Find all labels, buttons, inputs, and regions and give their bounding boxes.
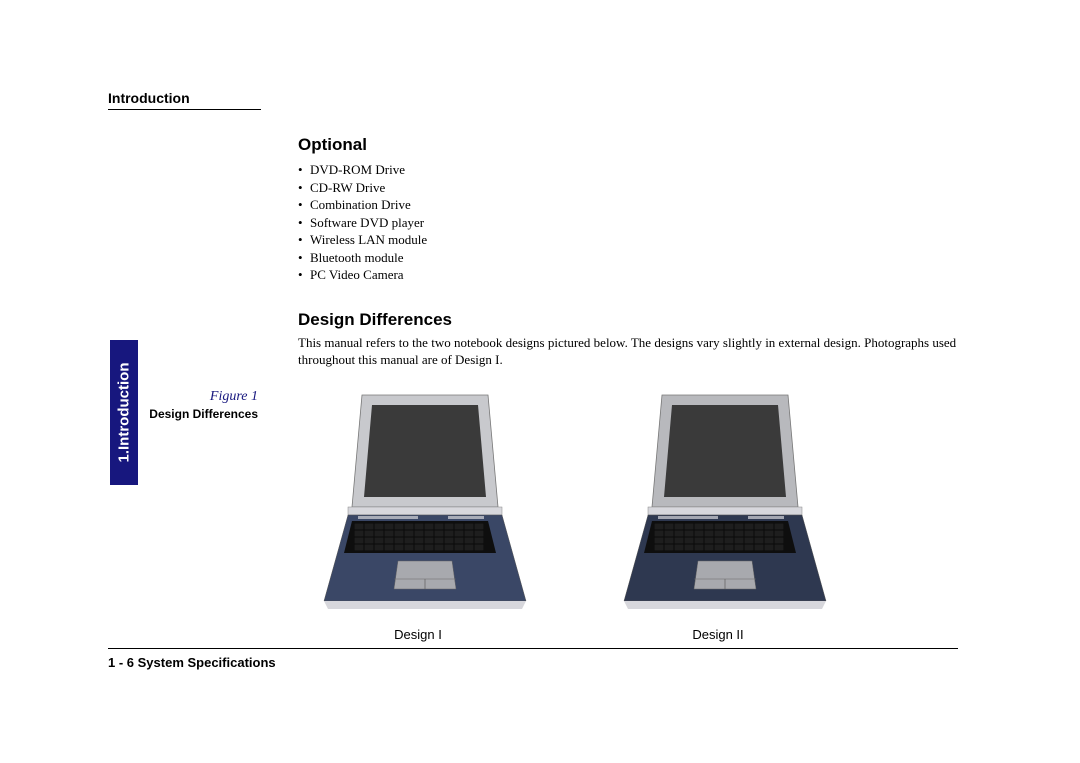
bullet-item: •CD-RW Drive [298, 179, 958, 197]
bullet-dot: • [298, 266, 310, 284]
page-footer: 1 - 6 System Specifications [108, 655, 958, 670]
laptop-figure: Design I [298, 389, 538, 642]
section-header: Introduction [108, 90, 958, 106]
bullet-item: •PC Video Camera [298, 266, 958, 284]
figure-block: Figure 1 Design Differences Design I [108, 389, 958, 642]
design-diff-heading: Design Differences [298, 310, 958, 330]
laptop-illustration [598, 389, 838, 619]
laptop-figure: Design II [598, 389, 838, 642]
design-label: Design II [692, 627, 743, 642]
bullet-dot: • [298, 179, 310, 197]
bullet-item: •Wireless LAN module [298, 231, 958, 249]
bullet-text: PC Video Camera [310, 266, 404, 284]
figure-images: Design I Design II [298, 389, 958, 642]
bullet-text: Combination Drive [310, 196, 411, 214]
laptop-illustration [298, 389, 538, 619]
bullet-item: •DVD-ROM Drive [298, 161, 958, 179]
bullet-item: •Combination Drive [298, 196, 958, 214]
bullet-dot: • [298, 214, 310, 232]
page: Introduction Optional •DVD-ROM Drive•CD-… [108, 90, 958, 670]
bullet-item: •Software DVD player [298, 214, 958, 232]
figure-caption: Design Differences [108, 407, 258, 421]
bullet-dot: • [298, 161, 310, 179]
design-label: Design I [394, 627, 442, 642]
bullet-item: •Bluetooth module [298, 249, 958, 267]
footer-rule [108, 648, 958, 649]
bullet-dot: • [298, 249, 310, 267]
bullet-dot: • [298, 231, 310, 249]
optional-heading: Optional [298, 135, 958, 155]
header-rule [108, 109, 261, 110]
figure-caption-column: Figure 1 Design Differences [108, 389, 298, 642]
bullet-dot: • [298, 196, 310, 214]
bullet-text: Wireless LAN module [310, 231, 427, 249]
figure-label: Figure 1 [108, 389, 258, 405]
bullet-text: Software DVD player [310, 214, 424, 232]
bullet-text: Bluetooth module [310, 249, 404, 267]
design-diff-body: This manual refers to the two notebook d… [298, 334, 958, 369]
content-area: Optional •DVD-ROM Drive•CD-RW Drive•Comb… [108, 135, 958, 369]
bullet-text: DVD-ROM Drive [310, 161, 405, 179]
bullet-text: CD-RW Drive [310, 179, 385, 197]
optional-list: •DVD-ROM Drive•CD-RW Drive•Combination D… [298, 161, 958, 284]
